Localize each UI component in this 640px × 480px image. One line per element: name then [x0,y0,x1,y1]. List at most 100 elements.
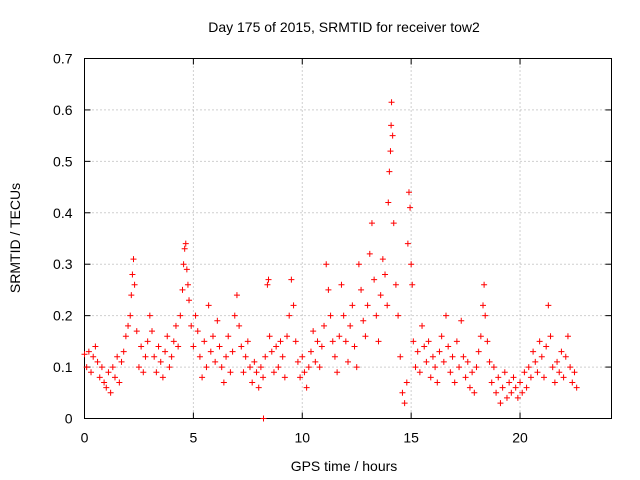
data-point [407,204,414,211]
data-point [103,384,110,391]
data-point [294,358,301,365]
data-point [436,348,443,355]
data-point [162,348,169,355]
data-point [432,364,439,371]
data-point [425,338,432,345]
data-point [170,338,177,345]
data-point [543,343,550,350]
data-point [240,369,247,376]
data-point [138,343,145,350]
data-point [388,99,395,106]
data-point [266,333,273,340]
data-point [434,379,441,386]
data-point [81,351,88,358]
data-point [247,364,254,371]
data-point [229,348,236,355]
data-point [364,302,371,309]
data-point [264,281,271,288]
data-point [525,364,532,371]
data-point [527,374,534,381]
data-point [190,343,197,350]
data-point [175,343,182,350]
data-point [218,364,225,371]
data-point [270,369,277,376]
data-point [244,338,251,345]
data-point [253,369,260,376]
data-point [414,348,421,355]
data-point [375,338,382,345]
data-point [327,312,334,319]
data-point [484,338,491,345]
data-point [519,389,526,396]
data-point [303,384,310,391]
data-point [482,312,489,319]
data-point [292,338,299,345]
data-point [573,384,580,391]
data-point [207,348,214,355]
y-tick-label: 0.4 [53,205,73,221]
data-point [397,353,404,360]
data-point [389,132,396,139]
data-point [233,292,240,299]
data-point [334,369,341,376]
data-point [388,122,395,129]
data-point [460,353,467,360]
data-point [131,281,138,288]
data-point [488,379,495,386]
data-point [164,333,171,340]
data-point [284,333,291,340]
data-point [458,317,465,324]
data-point [558,348,565,355]
data-point [554,358,561,365]
data-point [342,338,349,345]
data-point [421,343,428,350]
data-point [92,343,99,350]
data-point [194,328,201,335]
y-tick-label: 0.5 [53,153,73,169]
data-point [107,389,114,396]
data-point [549,364,556,371]
data-point [379,256,386,263]
data-point [438,333,445,340]
data-point [135,364,142,371]
data-point [368,220,375,227]
data-point [392,281,399,288]
data-point [447,369,454,376]
data-point [273,343,280,350]
data-point [373,312,380,319]
data-point [564,333,571,340]
data-point [277,338,284,345]
data-point [345,358,351,365]
data-point [329,338,336,345]
y-tick-label: 0 [65,411,73,427]
data-point [508,389,515,396]
data-point [268,348,275,355]
data-point [144,338,151,345]
data-point [314,338,321,345]
data-point [122,333,129,340]
data-point [236,322,243,329]
data-point [464,358,471,365]
data-point [118,358,125,365]
data-point [405,189,412,196]
data-point [429,353,436,360]
data-point [404,240,411,247]
data-point [85,348,92,355]
chart-title: Day 175 of 2015, SRMTID for receiver tow… [208,19,480,35]
data-point [387,148,394,155]
data-point [360,317,367,324]
data-point [325,286,332,293]
data-point [249,379,256,386]
data-point [168,353,175,360]
data-point [116,379,123,386]
data-point [567,364,574,371]
data-point [340,312,347,319]
data-point [281,374,288,381]
data-point [238,343,245,350]
data-point [265,276,272,283]
data-point [133,328,140,335]
data-point [188,322,195,329]
data-point [288,276,295,283]
y-axis-label: SRMTID / TECUs [7,183,23,293]
data-point [242,353,249,360]
